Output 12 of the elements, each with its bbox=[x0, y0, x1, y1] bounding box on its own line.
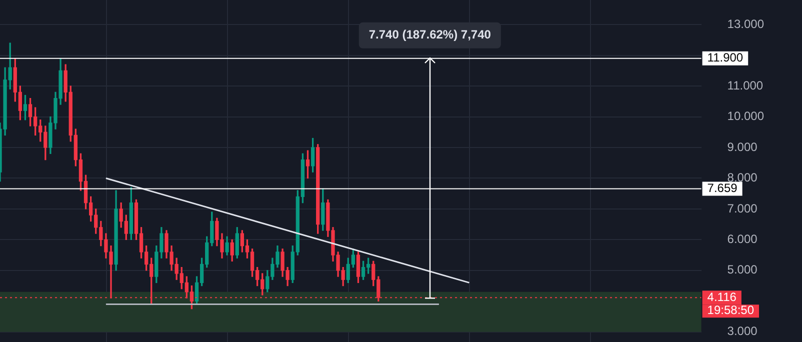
ref-line-label: 11.900 bbox=[707, 50, 744, 65]
y-tick-label: 9.000 bbox=[727, 140, 758, 154]
y-tick-label: 13.000 bbox=[727, 16, 764, 31]
annotation: 7.740 (187.62%) 7,740 bbox=[368, 28, 492, 42]
text: 19:58:50 bbox=[707, 302, 754, 317]
ref-line-label: 4.116 bbox=[707, 290, 737, 304]
y-tick-label: 7.000 bbox=[727, 201, 758, 216]
y-tick-label: 3.000 bbox=[727, 324, 758, 338]
y-tick-label: 6.000 bbox=[727, 232, 758, 246]
y-tick-label: 5.000 bbox=[727, 262, 758, 277]
y-tick-label: 10.000 bbox=[727, 109, 764, 124]
y-tick-label: 11.000 bbox=[727, 78, 764, 92]
